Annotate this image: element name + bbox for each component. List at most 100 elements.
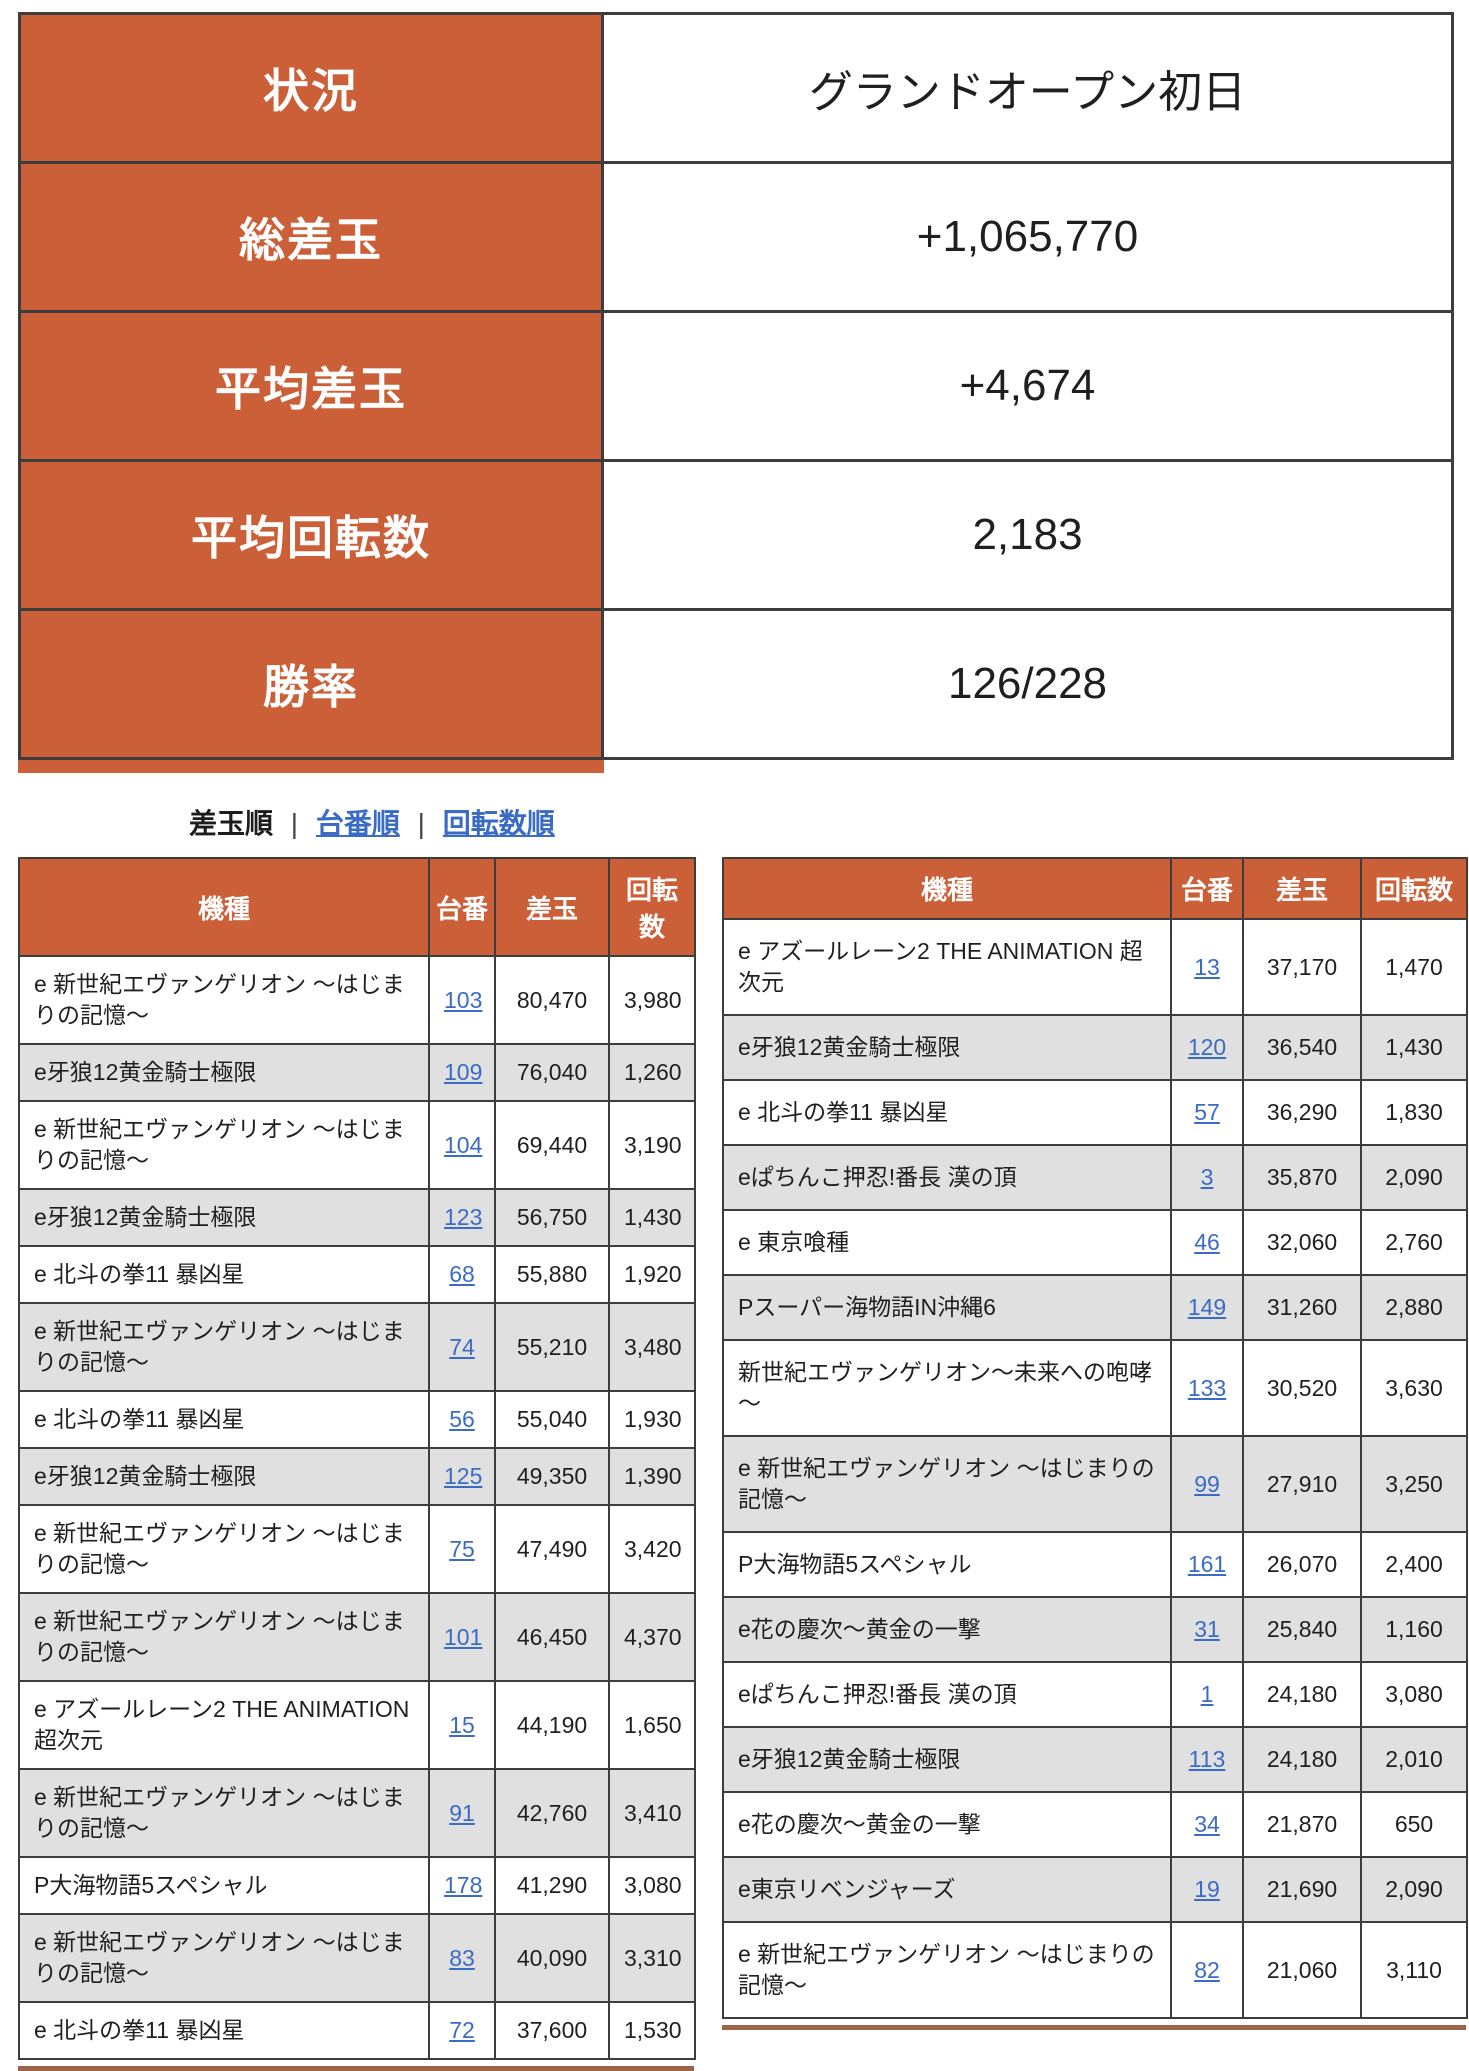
spin-count-cell: 2,400 xyxy=(1360,1531,1468,1598)
sort-link-unit-order[interactable]: 台番順 xyxy=(315,808,400,839)
unit-number-link[interactable]: 91 xyxy=(449,1799,475,1826)
unit-number-link[interactable]: 149 xyxy=(1187,1294,1227,1320)
unit-number-cell: 75 xyxy=(428,1504,496,1594)
unit-number-cell: 125 xyxy=(428,1447,496,1506)
table-row: e牙狼12黄金騎士極限 123 56,750 1,430 xyxy=(18,1188,696,1247)
unit-number-link[interactable]: 15 xyxy=(449,1711,475,1738)
unit-number-cell: 109 xyxy=(428,1043,496,1102)
unit-number-cell: 82 xyxy=(1170,1921,1244,2019)
sort-current-diff-order: 差玉順 xyxy=(189,808,274,839)
summary-value-win-rate: 126/228 xyxy=(601,608,1454,760)
unit-number-link[interactable]: 109 xyxy=(444,1059,483,1085)
table-row: P大海物語5スペシャル 161 26,070 2,400 xyxy=(722,1531,1468,1598)
unit-number-link[interactable]: 57 xyxy=(1194,1099,1220,1125)
machine-name: e 北斗の拳11 暴凶星 xyxy=(722,1079,1172,1146)
table-row: e 北斗の拳11 暴凶星 68 55,880 1,920 xyxy=(18,1245,696,1304)
unit-number-link[interactable]: 3 xyxy=(1200,1164,1214,1190)
sort-link-spin-order[interactable]: 回転数順 xyxy=(442,808,555,839)
unit-number-link[interactable]: 120 xyxy=(1187,1034,1227,1060)
unit-number-link[interactable]: 83 xyxy=(449,1944,475,1971)
unit-number-link[interactable]: 123 xyxy=(444,1204,483,1230)
unit-number-link[interactable]: 31 xyxy=(1194,1616,1220,1642)
spin-count-cell: 3,420 xyxy=(608,1504,696,1594)
diff-balls-cell: 42,760 xyxy=(494,1768,610,1858)
table-row: e 新世紀エヴァンゲリオン ～はじまりの記憶～ 91 42,760 3,410 xyxy=(18,1768,696,1858)
unit-number-link[interactable]: 75 xyxy=(449,1535,475,1562)
summary-value-total-diff: +1,065,770 xyxy=(601,161,1454,313)
unit-number-link[interactable]: 101 xyxy=(444,1623,483,1650)
table-row: e 新世紀エヴァンゲリオン ～はじまりの記憶～ 103 80,470 3,980 xyxy=(18,955,696,1045)
spin-count-cell: 3,080 xyxy=(608,1856,696,1915)
spin-count-cell: 1,390 xyxy=(608,1447,696,1506)
table-row: e東京リベンジャーズ 19 21,690 2,090 xyxy=(722,1856,1468,1923)
unit-number-link[interactable]: 82 xyxy=(1194,1956,1220,1983)
spin-count-cell: 4,370 xyxy=(608,1592,696,1682)
machine-name: e 新世紀エヴァンゲリオン ～はじまりの記憶～ xyxy=(18,1100,430,1190)
unit-number-link[interactable]: 19 xyxy=(1194,1876,1220,1902)
diff-balls-cell: 55,880 xyxy=(494,1245,610,1304)
table-row: e 新世紀エヴァンゲリオン ～はじまりの記憶～ 74 55,210 3,480 xyxy=(18,1302,696,1392)
spin-count-cell: 3,110 xyxy=(1360,1921,1468,2019)
spin-count-cell: 3,080 xyxy=(1360,1661,1468,1728)
col-header-diff: 差玉 xyxy=(1242,857,1362,920)
next-section-cut-line xyxy=(18,2066,694,2071)
summary-section: 状況 グランドオープン初日 総差玉 +1,065,770 平均差玉 +4,674… xyxy=(18,12,1454,773)
sort-bar: 差玉順 | 台番順 | 回転数順 xyxy=(189,806,555,842)
machine-name: P大海物語5スペシャル xyxy=(722,1531,1172,1598)
machine-name: e花の慶次～黄金の一撃 xyxy=(722,1791,1172,1858)
spin-count-cell: 3,980 xyxy=(608,955,696,1045)
table-row: e牙狼12黄金騎士極限 125 49,350 1,390 xyxy=(18,1447,696,1506)
unit-number-link[interactable]: 103 xyxy=(444,986,483,1013)
spin-count-cell: 3,410 xyxy=(608,1768,696,1858)
machine-name: e牙狼12黄金騎士極限 xyxy=(722,1014,1172,1081)
ranking-column-left: 機種 台番 差玉 回転数 e 新世紀エヴァンゲリオン ～はじまりの記憶～ 103 8… xyxy=(18,857,696,2071)
unit-number-cell: 72 xyxy=(428,2001,496,2060)
unit-number-cell: 68 xyxy=(428,1245,496,1304)
unit-number-cell: 19 xyxy=(1170,1856,1244,1923)
machine-name: e 新世紀エヴァンゲリオン ～はじまりの記憶～ xyxy=(18,1913,430,2003)
diff-balls-cell: 41,290 xyxy=(494,1856,610,1915)
spin-count-cell: 3,480 xyxy=(608,1302,696,1392)
unit-number-link[interactable]: 113 xyxy=(1188,1746,1226,1772)
diff-balls-cell: 31,260 xyxy=(1242,1274,1362,1341)
machine-name: e 北斗の拳11 暴凶星 xyxy=(18,2001,430,2060)
spin-count-cell: 1,430 xyxy=(608,1188,696,1247)
diff-balls-cell: 56,750 xyxy=(494,1188,610,1247)
diff-balls-cell: 35,870 xyxy=(1242,1144,1362,1211)
unit-number-link[interactable]: 72 xyxy=(449,2017,475,2043)
machine-name: e花の慶次～黄金の一撃 xyxy=(722,1596,1172,1663)
unit-number-link[interactable]: 99 xyxy=(1194,1470,1220,1497)
diff-balls-cell: 40,090 xyxy=(494,1913,610,2003)
spin-count-cell: 2,090 xyxy=(1360,1856,1468,1923)
unit-number-cell: 101 xyxy=(428,1592,496,1682)
summary-next-row-sliver xyxy=(18,760,604,773)
table-row: eぱちんこ押忍!番長 漢の頂 1 24,180 3,080 xyxy=(722,1661,1468,1728)
spin-count-cell: 1,650 xyxy=(608,1680,696,1770)
unit-number-link[interactable]: 133 xyxy=(1187,1374,1227,1401)
unit-number-link[interactable]: 74 xyxy=(449,1333,475,1360)
table-row: e牙狼12黄金騎士極限 113 24,180 2,010 xyxy=(722,1726,1468,1793)
machine-name: e 新世紀エヴァンゲリオン ～はじまりの記憶～ xyxy=(722,1435,1172,1533)
machine-name: e 新世紀エヴァンゲリオン ～はじまりの記憶～ xyxy=(18,1302,430,1392)
col-header-spins: 回転数 xyxy=(608,857,696,957)
unit-number-cell: 103 xyxy=(428,955,496,1045)
summary-value-avg-spins: 2,183 xyxy=(601,459,1454,611)
unit-number-link[interactable]: 178 xyxy=(444,1872,483,1898)
unit-number-link[interactable]: 13 xyxy=(1194,953,1220,980)
spin-count-cell: 1,260 xyxy=(608,1043,696,1102)
unit-number-link[interactable]: 68 xyxy=(449,1261,475,1287)
unit-number-link[interactable]: 56 xyxy=(449,1406,475,1432)
unit-number-link[interactable]: 125 xyxy=(444,1463,483,1489)
spin-count-cell: 1,920 xyxy=(608,1245,696,1304)
diff-balls-cell: 21,690 xyxy=(1242,1856,1362,1923)
unit-number-link[interactable]: 104 xyxy=(444,1131,483,1158)
unit-number-link[interactable]: 1 xyxy=(1200,1681,1214,1707)
unit-number-link[interactable]: 161 xyxy=(1187,1551,1227,1577)
spin-count-cell: 3,190 xyxy=(608,1100,696,1190)
unit-number-link[interactable]: 34 xyxy=(1194,1811,1220,1837)
machine-name: P大海物語5スペシャル xyxy=(18,1856,430,1915)
diff-balls-cell: 46,450 xyxy=(494,1592,610,1682)
unit-number-cell: 46 xyxy=(1170,1209,1244,1276)
unit-number-link[interactable]: 46 xyxy=(1194,1229,1220,1255)
unit-number-cell: 99 xyxy=(1170,1435,1244,1533)
